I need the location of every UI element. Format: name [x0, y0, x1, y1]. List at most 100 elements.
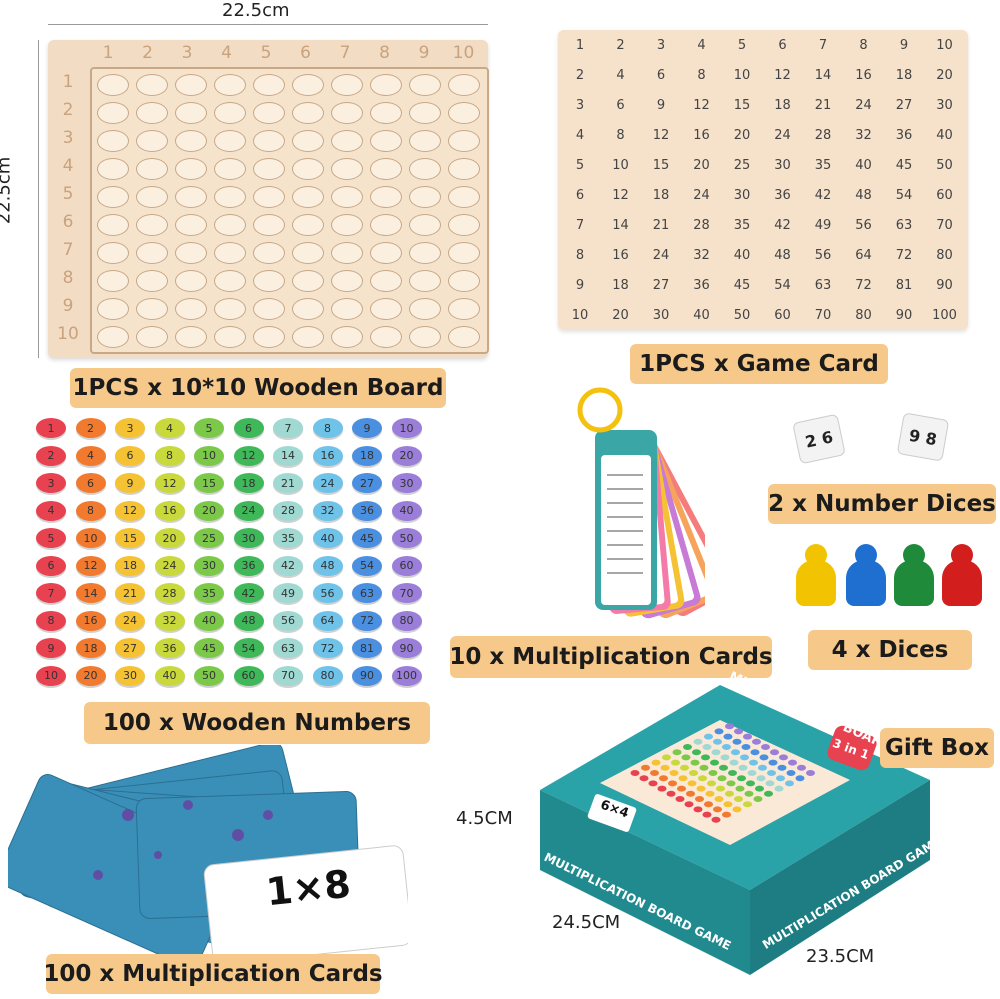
board-grid [90, 67, 489, 354]
board-row-number: 6 [62, 212, 74, 232]
board-hole [136, 130, 168, 152]
board-hole [97, 242, 129, 264]
pawn-body [942, 560, 982, 606]
game-card-cell: 15 [733, 98, 751, 113]
board-column-number: 3 [181, 43, 193, 63]
board-column-number: 6 [300, 43, 311, 63]
flash-card-fan [8, 745, 408, 960]
wooden-number-chip: 9 [36, 638, 66, 658]
board-hole [136, 102, 168, 124]
box-chip [720, 754, 730, 761]
game-card-cell: 8 [575, 248, 585, 263]
box-chip [758, 764, 767, 771]
board-hole [175, 214, 207, 236]
game-card-cell: 60 [774, 308, 791, 323]
box-chip [806, 770, 815, 776]
wooden-number-chip: 10 [75, 528, 106, 548]
game-card-cell: 20 [936, 68, 953, 83]
box-chip [728, 770, 737, 776]
game-card-cell: 9 [575, 278, 585, 293]
box-chip [659, 775, 668, 782]
board-hole [370, 186, 402, 208]
wooden-board-label: 1PCS x 10*10 Wooden Board [70, 368, 446, 408]
wooden-number-chip: 7 [36, 583, 66, 603]
wooden-number-chip: 4 [154, 418, 185, 438]
board-hole [175, 130, 207, 152]
game-card-cell: 49 [814, 218, 832, 233]
wooden-number-chip: 6 [233, 418, 264, 438]
gift-box-label: Gift Box [880, 728, 994, 768]
game-card-cell: 10 [571, 308, 589, 323]
wooden-number-chip: 40 [391, 500, 422, 521]
game-card-cell: 40 [936, 128, 953, 143]
wooden-number-chip: 3 [36, 473, 66, 493]
wooden-number-chip: 24 [115, 610, 145, 631]
wooden-number-chip: 30 [233, 528, 264, 548]
board-hole [292, 242, 324, 264]
game-card-cell: 20 [733, 128, 751, 143]
box-chip [714, 796, 724, 802]
wooden-number-chip: 5 [36, 528, 66, 548]
board-hole [136, 158, 168, 180]
board-hole [253, 74, 285, 96]
board-hole [292, 326, 324, 348]
box-chip [650, 770, 659, 776]
board-hole [448, 270, 480, 292]
game-card-cell: 50 [733, 308, 751, 323]
board-row-number: 3 [62, 128, 74, 148]
board-hole [448, 326, 480, 348]
game-card-cell: 36 [693, 278, 710, 293]
wooden-number-chip: 4 [36, 500, 66, 521]
box-chip [671, 759, 680, 766]
wooden-number-chip: 45 [352, 528, 382, 548]
board-hole [448, 214, 480, 236]
board-hole [409, 242, 441, 264]
board-row-number: 5 [62, 184, 74, 204]
board-hole [214, 298, 246, 320]
game-card-cell: 45 [733, 278, 751, 293]
game-card-cell: 21 [814, 98, 832, 113]
box-badge [827, 725, 877, 771]
board-hole [253, 298, 285, 320]
board-height-line [38, 40, 39, 358]
wooden-number-chip: 9 [352, 418, 382, 438]
wooden-number-chip: 20 [75, 665, 106, 686]
game-card-cell: 4 [575, 128, 585, 143]
wooden-number-chip: 10 [36, 665, 66, 686]
box-chip [744, 790, 754, 797]
box-chip [741, 744, 751, 750]
board-row-number: 10 [57, 324, 79, 344]
board-hole [370, 242, 402, 264]
game-card-cell: 14 [814, 68, 832, 83]
game-card-cell: 9 [899, 38, 909, 53]
wooden-number-chip: 36 [154, 638, 185, 658]
board-hole [448, 74, 480, 96]
board-hole [214, 158, 246, 180]
board-column-number: 1 [102, 43, 114, 63]
game-card-cell: 36 [774, 188, 791, 203]
wooden-number-chip: 81 [352, 638, 382, 658]
wooden-number-chip: 35 [273, 528, 303, 548]
box-chip [639, 775, 649, 782]
board-hole [331, 158, 363, 180]
game-card-cell: 27 [652, 278, 670, 293]
box-chip [735, 785, 745, 792]
board-hole [97, 186, 129, 208]
board-hole [175, 326, 207, 348]
board-hole [253, 102, 285, 124]
board-hole [136, 214, 168, 236]
box-chip [725, 790, 734, 797]
pawn-blue [846, 544, 886, 606]
board-hole [175, 102, 207, 124]
wooden-number-chip: 24 [312, 473, 343, 493]
wooden-number-chip: 72 [312, 638, 343, 658]
box-chip [668, 780, 677, 787]
game-card-cell: 5 [737, 38, 747, 53]
wooden-number-chip: 20 [194, 500, 224, 521]
board-hole [136, 186, 168, 208]
wooden-number-chip: 30 [391, 473, 422, 493]
board-hole [448, 158, 480, 180]
box-chip [738, 764, 748, 771]
board-column-number: 5 [260, 43, 272, 63]
box-chip [698, 775, 707, 782]
